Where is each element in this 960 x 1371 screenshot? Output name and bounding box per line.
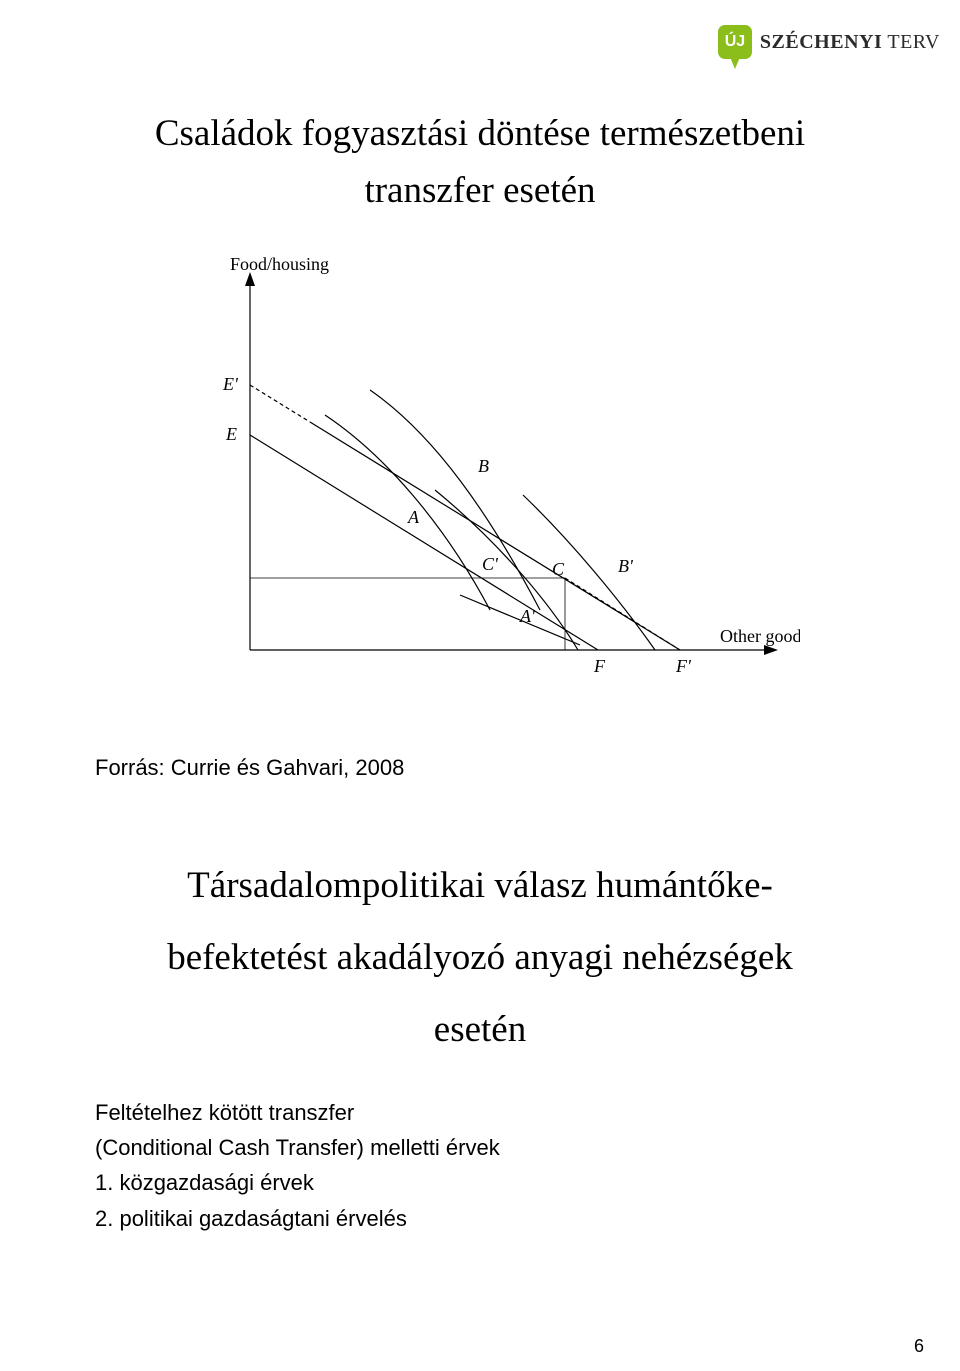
logo-bold: SZÉCHENYI	[760, 31, 882, 53]
list-heading: Feltételhez kötött transzfer	[95, 1095, 500, 1130]
label-a: A	[407, 507, 420, 527]
budget-line-ef	[250, 435, 598, 650]
title-line2: transzfer esetén	[0, 162, 960, 219]
x-axis-label: Other goods	[720, 626, 800, 646]
y-axis-arrow-icon	[245, 272, 255, 286]
subheading-block: Társadalompolitikai válasz humántőke- be…	[0, 850, 960, 1066]
indiff-curve-bprime	[523, 495, 655, 650]
budget-line-eprime-dash	[250, 385, 310, 422]
logo-badge-text: ÚJ	[725, 33, 745, 51]
header-logo: ÚJ SZÉCHENYI TERV	[718, 18, 940, 66]
title-block: Családok fogyasztási döntése természetbe…	[0, 105, 960, 220]
label-bprime: B'	[618, 556, 634, 576]
logo-badge: ÚJ	[718, 25, 752, 59]
x-axis-arrow-icon	[764, 645, 778, 655]
economics-diagram: Food/housing Other goods E' E A B	[160, 250, 800, 710]
label-b: B	[478, 456, 489, 476]
label-e: E	[225, 424, 237, 444]
logo-pin-icon	[730, 57, 740, 69]
logo-rest: TERV	[882, 31, 940, 53]
label-c: C	[552, 559, 565, 579]
list-block: Feltételhez kötött transzfer (Conditiona…	[95, 1095, 500, 1236]
y-axis-label: Food/housing	[230, 254, 329, 274]
source-note: Forrás: Currie és Gahvari, 2008	[95, 755, 404, 781]
label-fprime: F'	[675, 656, 692, 676]
label-aprime: A'	[519, 606, 536, 626]
logo-line1: SZÉCHENYI TERV	[760, 32, 940, 52]
page-number: 6	[914, 1336, 924, 1357]
page: ÚJ SZÉCHENYI TERV Családok fogyasztási d…	[0, 0, 960, 1371]
list-subheading: (Conditional Cash Transfer) melletti érv…	[95, 1130, 500, 1165]
list-item-1: 1. közgazdasági érvek	[95, 1165, 500, 1200]
subheading-line2: befektetést akadályozó anyagi nehézségek	[0, 922, 960, 994]
list-item-2: 2. politikai gazdaságtani érvelés	[95, 1201, 500, 1236]
logo-text: SZÉCHENYI TERV	[760, 32, 940, 52]
label-cprime: C'	[482, 554, 499, 574]
subheading-line1: Társadalompolitikai válasz humántőke-	[0, 850, 960, 922]
label-f: F	[593, 656, 606, 676]
indiff-curve-b	[370, 390, 540, 610]
title-line1: Családok fogyasztási döntése természetbe…	[0, 105, 960, 162]
subheading-line3: esetén	[0, 994, 960, 1066]
label-eprime: E'	[222, 374, 239, 394]
